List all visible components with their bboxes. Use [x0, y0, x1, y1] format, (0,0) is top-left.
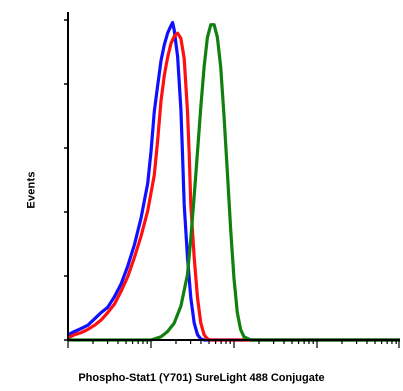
- y-axis-label: Events: [2, 140, 62, 240]
- histogram-curves: [67, 21, 400, 342]
- chart-axes: [64, 12, 400, 348]
- x-axis-label: Phospho-Stat1 (Y701) SureLight 488 Conju…: [78, 372, 325, 384]
- histogram-series-2: [67, 31, 400, 342]
- histogram-series-1: [67, 21, 400, 342]
- histogram-series-3: [68, 23, 400, 342]
- y-axis-label-text: Events: [26, 171, 38, 209]
